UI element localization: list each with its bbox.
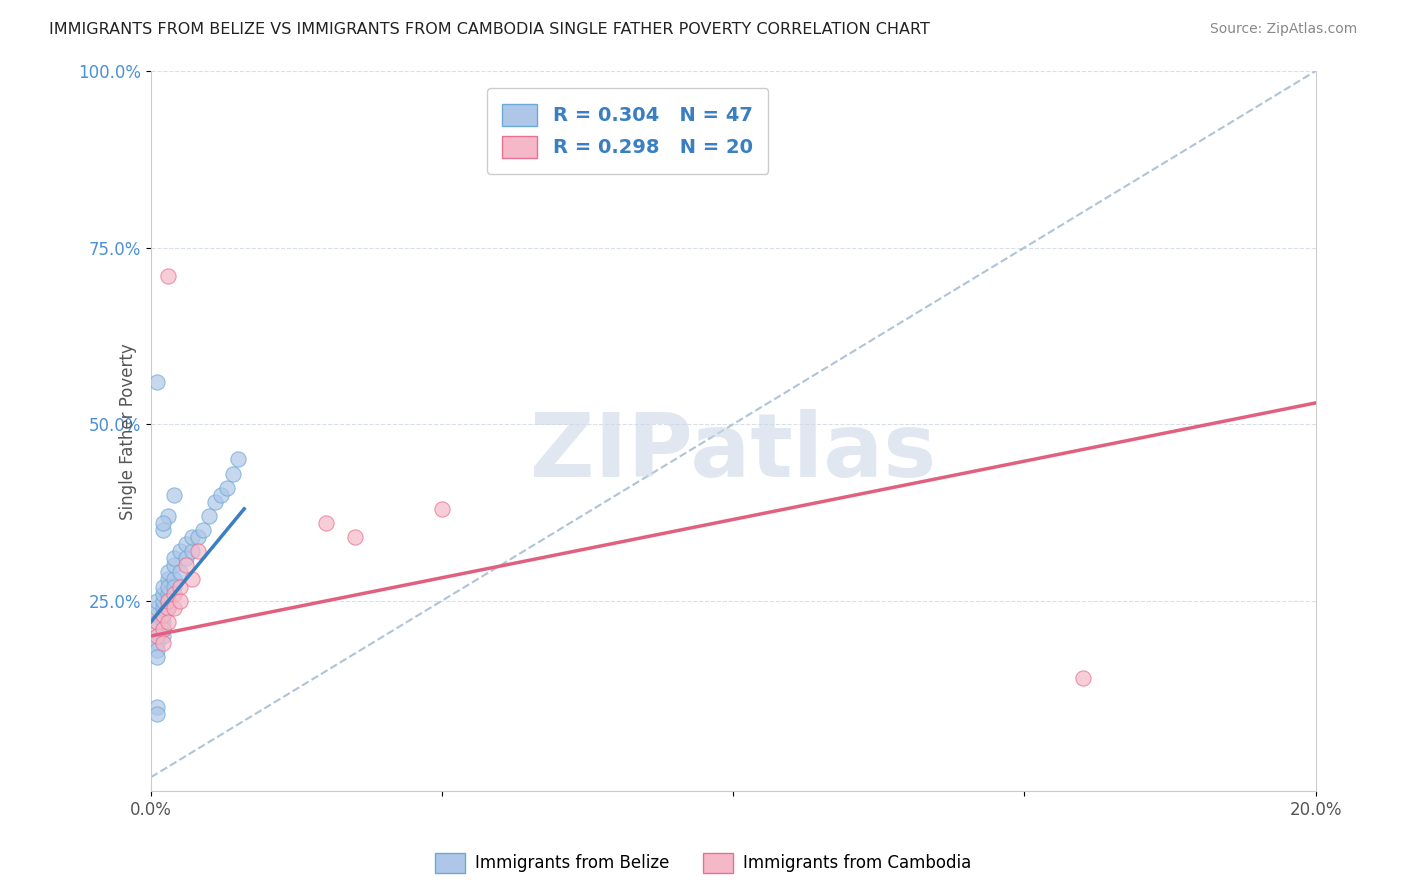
Point [163,558,186,573]
Point [146,375,169,389]
Point [157,268,180,283]
Text: Source: ZipAtlas.com: Source: ZipAtlas.com [1209,22,1357,37]
Point [157,593,180,607]
Point [163,600,186,615]
Point [1071,671,1094,685]
Point [157,615,180,629]
Point [180,573,202,587]
Point [163,586,186,600]
Point [204,495,226,509]
Point [152,607,174,622]
Point [157,508,180,523]
Point [163,488,186,502]
Point [198,508,221,523]
Point [221,467,243,481]
Point [146,650,169,665]
Point [146,600,169,615]
Point [163,580,186,594]
Point [146,629,169,643]
Point [146,636,169,650]
Point [146,615,169,629]
Point [209,488,232,502]
Point [343,530,366,544]
Point [146,629,169,643]
Point [152,629,174,643]
Point [146,699,169,714]
Point [152,622,174,636]
Point [430,501,453,516]
Point [146,593,169,607]
Point [169,580,191,594]
Text: IMMIGRANTS FROM BELIZE VS IMMIGRANTS FROM CAMBODIA SINGLE FATHER POVERTY CORRELA: IMMIGRANTS FROM BELIZE VS IMMIGRANTS FRO… [49,22,931,37]
Point [157,566,180,580]
Point [146,615,169,629]
Point [187,530,209,544]
Point [152,580,174,594]
Point [157,580,180,594]
Point [152,615,174,629]
Point [169,566,191,580]
Point [152,593,174,607]
Point [163,551,186,566]
Point [187,544,209,558]
Point [174,537,197,551]
Point [157,600,180,615]
Point [152,516,174,530]
Point [180,544,202,558]
Point [146,607,169,622]
Point [193,523,215,537]
Point [180,530,202,544]
Point [152,600,174,615]
Point [146,706,169,721]
Point [215,481,238,495]
Point [157,573,180,587]
Point [228,452,250,467]
Point [174,551,197,566]
Point [174,558,197,573]
Point [152,586,174,600]
Point [169,544,191,558]
Y-axis label: Single Father Poverty: Single Father Poverty [120,343,138,519]
Point [152,607,174,622]
Point [163,573,186,587]
Point [157,600,180,615]
Point [157,593,180,607]
Point [315,516,337,530]
Legend: Immigrants from Belize, Immigrants from Cambodia: Immigrants from Belize, Immigrants from … [429,847,977,880]
Point [152,622,174,636]
Point [152,636,174,650]
Legend: R = 0.304   N = 47, R = 0.298   N = 20: R = 0.304 N = 47, R = 0.298 N = 20 [486,88,769,174]
Point [152,523,174,537]
Point [146,643,169,657]
Point [157,586,180,600]
Point [169,593,191,607]
Text: ZIPatlas: ZIPatlas [530,409,936,496]
